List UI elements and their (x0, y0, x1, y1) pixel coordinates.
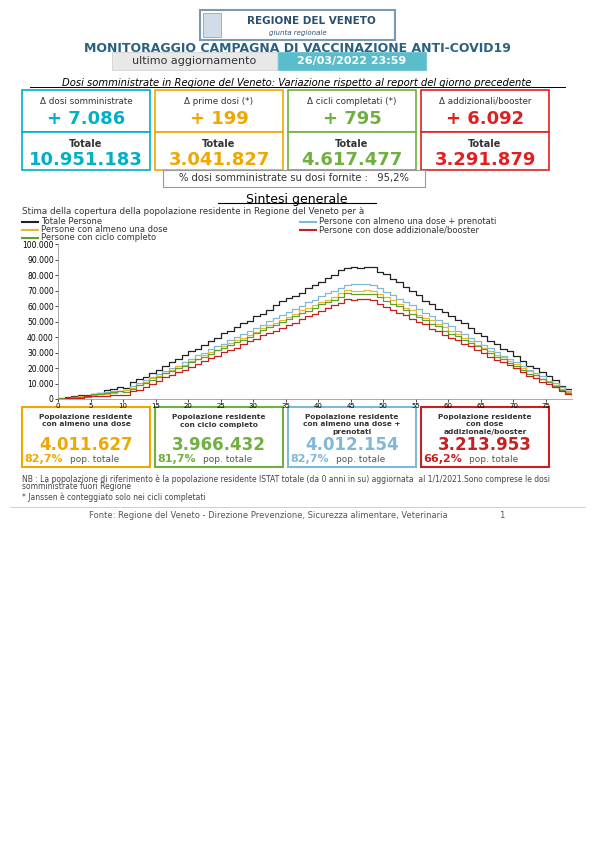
Text: + 795: + 795 (322, 110, 381, 128)
Text: prenotati: prenotati (333, 429, 372, 435)
Text: somministrate fuori Regione: somministrate fuori Regione (22, 482, 131, 491)
FancyBboxPatch shape (288, 90, 416, 132)
Text: Totale: Totale (69, 139, 103, 149)
Text: + 199: + 199 (190, 110, 248, 128)
Text: Stima della copertura della popolazione residente in Regione del Veneto per à: Stima della copertura della popolazione … (22, 207, 364, 216)
Text: 81,7%: 81,7% (158, 454, 196, 464)
Text: con ciclo completo: con ciclo completo (180, 422, 258, 428)
Text: 4.012.154: 4.012.154 (305, 436, 399, 454)
Text: con almeno una dose +: con almeno una dose + (303, 422, 401, 428)
FancyBboxPatch shape (155, 90, 283, 132)
Text: 10.951.183: 10.951.183 (29, 151, 143, 169)
Text: * Janssen è conteggiato solo nei cicli completati: * Janssen è conteggiato solo nei cicli c… (22, 493, 206, 503)
Text: Popolazione residente: Popolazione residente (305, 414, 399, 420)
Text: Persone con almeno una dose: Persone con almeno una dose (41, 226, 168, 235)
Text: 3.291.879: 3.291.879 (434, 151, 536, 169)
Text: 4.011.627: 4.011.627 (39, 436, 133, 454)
Text: 82,7%: 82,7% (291, 454, 329, 464)
Text: con dose: con dose (466, 422, 503, 428)
Text: giunta regionale: giunta regionale (269, 30, 326, 36)
Text: Persone con dose addizionale/booster: Persone con dose addizionale/booster (319, 226, 479, 235)
Text: + 6.092: + 6.092 (446, 110, 524, 128)
FancyBboxPatch shape (421, 90, 549, 132)
Text: pop. totale: pop. totale (469, 455, 519, 463)
FancyBboxPatch shape (200, 10, 395, 40)
Text: Totale: Totale (336, 139, 369, 149)
Text: pop. totale: pop. totale (70, 455, 120, 463)
Text: addizionale/booster: addizionale/booster (443, 429, 527, 435)
Text: MONITORAGGIO CAMPAGNA DI VACCINAZIONE ANTI-COVID19: MONITORAGGIO CAMPAGNA DI VACCINAZIONE AN… (83, 42, 511, 56)
FancyBboxPatch shape (22, 90, 150, 132)
Text: Persone con almeno una dose + prenotati: Persone con almeno una dose + prenotati (319, 217, 496, 226)
FancyBboxPatch shape (22, 132, 150, 170)
Text: Totale: Totale (202, 139, 236, 149)
FancyBboxPatch shape (278, 52, 426, 70)
Text: 66,2%: 66,2% (424, 454, 462, 464)
Text: Δ prime dosi (*): Δ prime dosi (*) (184, 97, 253, 105)
Text: 3.966.432: 3.966.432 (172, 436, 266, 454)
Text: pop. totale: pop. totale (203, 455, 253, 463)
Text: Fonte: Regione del Veneto - Direzione Prevenzione, Sicurezza alimentare, Veterin: Fonte: Regione del Veneto - Direzione Pr… (89, 511, 505, 520)
Text: 3.041.827: 3.041.827 (168, 151, 270, 169)
Text: % dosi somministrate su dosi fornite :   95,2%: % dosi somministrate su dosi fornite : 9… (179, 173, 409, 184)
FancyBboxPatch shape (288, 407, 416, 467)
Text: Totale: Totale (468, 139, 502, 149)
Text: Popolazione residente: Popolazione residente (173, 414, 266, 420)
Text: Persone con ciclo completo: Persone con ciclo completo (41, 233, 156, 242)
Text: 3.213.953: 3.213.953 (438, 436, 532, 454)
FancyBboxPatch shape (421, 407, 549, 467)
Text: REGIONE DEL VENETO: REGIONE DEL VENETO (247, 15, 376, 25)
Text: 82,7%: 82,7% (24, 454, 63, 464)
Text: NB : La popolazione di riferimento è la popolazione residente ISTAT totale (da 0: NB : La popolazione di riferimento è la … (22, 475, 550, 484)
Text: Totale Persone: Totale Persone (41, 217, 102, 226)
Text: 26/03/2022 23:59: 26/03/2022 23:59 (298, 56, 406, 66)
Text: Popolazione residente: Popolazione residente (439, 414, 532, 420)
FancyBboxPatch shape (155, 132, 283, 170)
FancyBboxPatch shape (22, 407, 150, 467)
FancyBboxPatch shape (203, 13, 221, 37)
Text: Δ dosi somministrate: Δ dosi somministrate (40, 97, 132, 105)
Text: con almeno una dose: con almeno una dose (42, 422, 130, 428)
Text: pop. totale: pop. totale (336, 455, 386, 463)
FancyBboxPatch shape (421, 132, 549, 170)
Text: ultimo aggiornamento: ultimo aggiornamento (132, 56, 256, 66)
FancyBboxPatch shape (112, 52, 277, 70)
Text: Δ cicli completati (*): Δ cicli completati (*) (307, 97, 397, 105)
FancyBboxPatch shape (163, 170, 425, 187)
Text: Sintesi generale: Sintesi generale (246, 193, 347, 205)
Text: Popolazione residente: Popolazione residente (39, 414, 133, 420)
FancyBboxPatch shape (288, 132, 416, 170)
FancyBboxPatch shape (155, 407, 283, 467)
Text: + 7.086: + 7.086 (47, 110, 125, 128)
Text: Dosi somministrate in Regione del Veneto: Variazione rispetto al report del gior: Dosi somministrate in Regione del Veneto… (62, 78, 532, 88)
Text: Δ addizionali/booster: Δ addizionali/booster (439, 97, 531, 105)
Text: 4.617.477: 4.617.477 (302, 151, 403, 169)
